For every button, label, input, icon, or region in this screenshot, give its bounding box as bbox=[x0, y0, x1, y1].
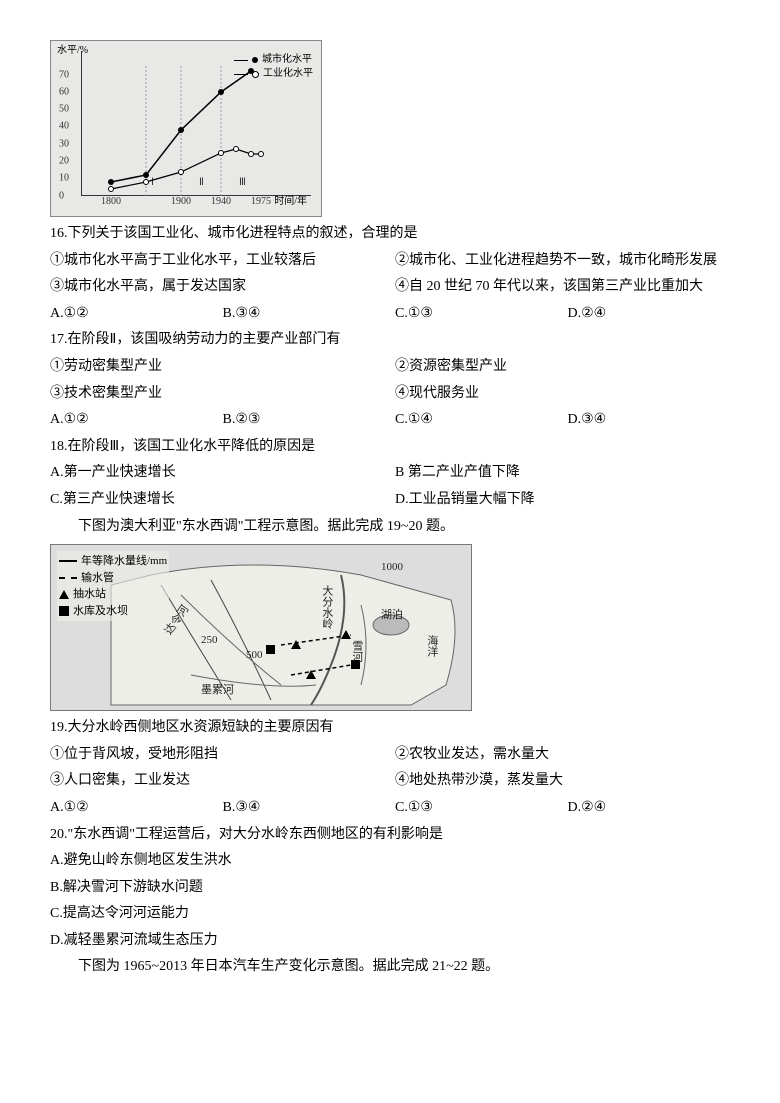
intro-21-22: 下图为 1965~2013 年日本汽车生产变化示意图。据此完成 21~22 题。 bbox=[50, 954, 740, 981]
legend-indus: 工业化水平 bbox=[263, 67, 313, 81]
q18-stem: 18.在阶段Ⅲ，该国工业化水平降低的原因是 bbox=[50, 434, 740, 461]
label-xuehe: 雪河 bbox=[346, 640, 367, 662]
q16-s3: ③城市化水平高，属于发达国家 bbox=[50, 274, 395, 301]
label-haiyang: 海洋 bbox=[421, 635, 442, 657]
q18-b[interactable]: B 第二产业产值下降 bbox=[395, 460, 740, 487]
q18-a[interactable]: A.第一产业快速增长 bbox=[50, 460, 395, 487]
q17-s3: ③技术密集型产业 bbox=[50, 381, 395, 408]
q19-s1: ①位于背风坡，受地形阻挡 bbox=[50, 742, 395, 769]
legend-pump: 抽水站 bbox=[73, 586, 106, 603]
label-1000: 1000 bbox=[381, 557, 403, 578]
q19-s4: ④地处热带沙漠，蒸发量大 bbox=[395, 768, 740, 795]
chart-legend: 城市化水平 工业化水平 bbox=[234, 53, 313, 81]
legend-isohyet: 年等降水量线/mm bbox=[81, 553, 167, 570]
q18-d[interactable]: D.工业品销量大幅下降 bbox=[395, 487, 740, 514]
q16-b[interactable]: B.③④ bbox=[223, 301, 396, 328]
q19-stem: 19.大分水岭西侧地区水资源短缺的主要原因有 bbox=[50, 715, 740, 742]
q20-stem: 20."东水西调"工程运营后，对大分水岭东西侧地区的有利影响是 bbox=[50, 822, 740, 849]
q16-stem: 16.下列关于该国工业化、城市化进程特点的叙述，合理的是 bbox=[50, 221, 740, 248]
q17-b[interactable]: B.②③ bbox=[223, 407, 396, 434]
q17-a[interactable]: A.①② bbox=[50, 407, 223, 434]
q19-a[interactable]: A.①② bbox=[50, 795, 223, 822]
intro-19-20: 下图为澳大利亚"东水西调"工程示意图。据此完成 19~20 题。 bbox=[50, 514, 740, 541]
legend-dam: 水库及水坝 bbox=[73, 603, 128, 620]
q18-c[interactable]: C.第三产业快速增长 bbox=[50, 487, 395, 514]
q17-s4: ④现代服务业 bbox=[395, 381, 740, 408]
q17-c[interactable]: C.①④ bbox=[395, 407, 568, 434]
australia-water-map: 年等降水量线/mm 输水管 抽水站 水库及水坝 达令河 墨累河 雪河 大分水岭 … bbox=[50, 544, 472, 711]
label-250: 250 bbox=[201, 630, 218, 651]
label-fenshui: 大分水岭 bbox=[316, 585, 337, 629]
q17-s2: ②资源密集型产业 bbox=[395, 354, 740, 381]
label-500: 500 bbox=[246, 645, 263, 666]
q17-d[interactable]: D.③④ bbox=[568, 407, 741, 434]
map-legend: 年等降水量线/mm 输水管 抽水站 水库及水坝 bbox=[57, 551, 169, 621]
q16-d[interactable]: D.②④ bbox=[568, 301, 741, 328]
q20-b[interactable]: B.解决雪河下游缺水问题 bbox=[50, 875, 740, 902]
q16-s2: ②城市化、工业化进程趋势不一致，城市化畸形发展 bbox=[395, 248, 740, 275]
q16-s1: ①城市化水平高于工业化水平，工业较落后 bbox=[50, 248, 395, 275]
q20-a[interactable]: A.避免山岭东侧地区发生洪水 bbox=[50, 848, 740, 875]
q17-s1: ①劳动密集型产业 bbox=[50, 354, 395, 381]
q19-c[interactable]: C.①③ bbox=[395, 795, 568, 822]
legend-pipe: 输水管 bbox=[81, 570, 114, 587]
urbanization-chart: 水平/% 0 10 20 30 40 50 60 70 1800 1900 19… bbox=[50, 40, 322, 217]
q16-a[interactable]: A.①② bbox=[50, 301, 223, 328]
q17-stem: 17.在阶段Ⅱ，该国吸纳劳动力的主要产业部门有 bbox=[50, 327, 740, 354]
q19-s2: ②农牧业发达，需水量大 bbox=[395, 742, 740, 769]
q16-s4: ④自 20 世纪 70 年代以来，该国第三产业比重加大 bbox=[395, 274, 740, 301]
q19-d[interactable]: D.②④ bbox=[568, 795, 741, 822]
label-molei: 墨累河 bbox=[201, 680, 234, 701]
q20-c[interactable]: C.提高达令河河运能力 bbox=[50, 901, 740, 928]
q19-b[interactable]: B.③④ bbox=[223, 795, 396, 822]
q20-d[interactable]: D.减轻墨累河流域生态压力 bbox=[50, 928, 740, 955]
q16-c[interactable]: C.①③ bbox=[395, 301, 568, 328]
q19-s3: ③人口密集，工业发达 bbox=[50, 768, 395, 795]
legend-urban: 城市化水平 bbox=[262, 53, 312, 67]
label-hupo: 湖泊 bbox=[381, 605, 403, 626]
